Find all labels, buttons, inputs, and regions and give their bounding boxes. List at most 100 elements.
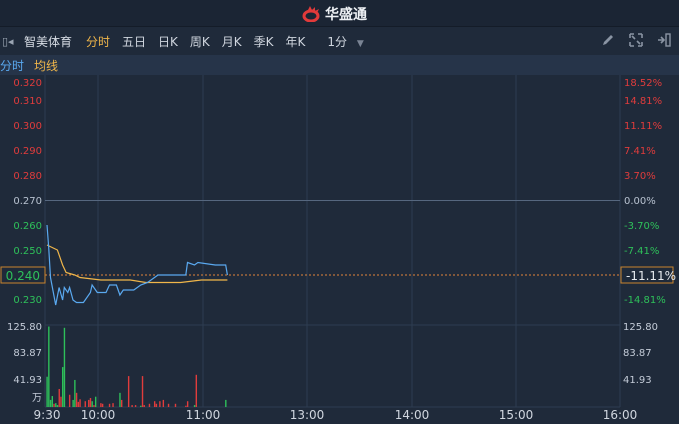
- volume-bar: [88, 399, 90, 407]
- volume-bar: [119, 392, 121, 407]
- tab-daily-k[interactable]: 日K: [158, 35, 178, 49]
- volume-bar: [46, 376, 48, 407]
- price-tick-label: 0.280: [13, 171, 42, 182]
- fullscreen-icon[interactable]: [629, 33, 643, 47]
- volume-bar: [143, 405, 145, 407]
- pct-tick-label: 0.00%: [624, 196, 656, 207]
- volume-bar: [101, 403, 104, 407]
- volume-tick-label: 83.87: [13, 348, 42, 359]
- collapse-left-icon[interactable]: ▯◂: [2, 35, 14, 48]
- pct-tick-label: 11.11%: [624, 121, 662, 132]
- volume-bar: [93, 405, 95, 407]
- volume-bar: [48, 326, 50, 407]
- volume-bar: [63, 327, 66, 407]
- price-tick-label: 0.320: [13, 78, 42, 89]
- legend-price: 分时: [0, 58, 25, 73]
- volume-bar: [167, 403, 170, 407]
- time-tick-label: 11:00: [186, 408, 221, 422]
- brand-logo-icon: [302, 6, 320, 22]
- volume-bar: [100, 403, 102, 407]
- price-tick-label: 0.260: [13, 221, 42, 232]
- volume-bar: [72, 399, 74, 407]
- time-tick-label: 10:00: [81, 408, 116, 422]
- volume-bar: [155, 403, 158, 407]
- pct-tick-label: 7.41%: [624, 146, 656, 157]
- title-bar: 华盛通: [0, 0, 679, 27]
- volume-bar: [141, 376, 144, 407]
- price-line: [46, 224, 228, 306]
- intraday-chart: 0.320 18.52% 0.310 14.81% 0.300 11.11% 0.290 7.…: [0, 75, 676, 422]
- time-tick-label: 9:30: [34, 408, 61, 422]
- tab-intraday[interactable]: 分时: [86, 35, 111, 49]
- pct-tick-label: 18.52%: [624, 78, 662, 89]
- current-price-label: 0.240: [6, 269, 40, 283]
- pct-tick-label: -3.70%: [624, 221, 659, 232]
- volume-bar: [193, 405, 196, 407]
- pencil-icon[interactable]: [601, 33, 615, 47]
- volume-bar: [131, 405, 133, 407]
- tab-weekly-k[interactable]: 周K: [189, 35, 210, 49]
- price-tick-label: 0.250: [13, 246, 42, 257]
- stock-name: 智美体育: [24, 35, 73, 49]
- volume-tick-label-right: 83.87: [623, 348, 652, 359]
- volume-bar: [140, 405, 142, 407]
- volume-bar: [112, 403, 114, 407]
- collapse-panel-icon[interactable]: [657, 33, 671, 47]
- volume-bar: [79, 399, 81, 407]
- interval-select[interactable]: 1分 ▼: [327, 33, 363, 50]
- volume-bar: [77, 401, 80, 407]
- avg-line: [46, 244, 228, 284]
- volume-bar: [186, 401, 189, 407]
- volume-bar: [108, 403, 111, 407]
- volume-bar: [148, 403, 151, 407]
- tab-monthly-k[interactable]: 月K: [221, 35, 242, 49]
- volume-bar: [62, 367, 64, 407]
- price-tick-label: 0.270: [13, 196, 42, 207]
- volume-unit-label: 万: [32, 393, 42, 404]
- volume-bar: [153, 401, 156, 407]
- legend-avg: 均线: [34, 58, 59, 73]
- volume-bar: [94, 396, 97, 407]
- pct-tick-label: 14.81%: [624, 96, 662, 107]
- interval-value: 1分: [327, 35, 348, 49]
- volume-bar: [84, 401, 86, 407]
- pct-tick-label: -7.41%: [624, 246, 659, 257]
- price-tick-label: 0.310: [13, 96, 42, 107]
- time-tick-label: 16:00: [603, 408, 638, 422]
- chevron-down-icon: ▼: [356, 39, 364, 49]
- volume-tick-label: 41.93: [13, 375, 42, 386]
- tab-yearly-k[interactable]: 年K: [285, 35, 306, 49]
- volume-bar: [185, 405, 187, 407]
- volume-bar: [55, 403, 57, 407]
- volume-bar: [225, 399, 227, 407]
- time-tick-label: 14:00: [395, 408, 430, 422]
- tab-quarterly-k[interactable]: 季K: [253, 35, 274, 49]
- volume-bar: [121, 399, 123, 407]
- volume-bar: [49, 399, 52, 407]
- brand-name: 华盛通: [325, 7, 367, 23]
- volume-bar: [53, 403, 55, 407]
- current-price-box: [0, 266, 46, 284]
- pct-tick-label: 3.70%: [624, 171, 656, 182]
- chart-legend: 分时 均线: [0, 55, 679, 75]
- volume-bar: [58, 388, 60, 407]
- price-tick-label: 0.290: [13, 146, 42, 157]
- volume-bar: [159, 401, 161, 407]
- volume-tick-label: 125.80: [7, 322, 42, 333]
- volume-bar: [75, 392, 78, 407]
- pct-tick-label: -14.81%: [624, 295, 666, 306]
- volume-bar: [195, 374, 198, 407]
- price-tick-label: 0.300: [13, 121, 42, 132]
- volume-bar: [89, 397, 92, 407]
- volume-bar: [68, 394, 71, 407]
- current-change-label: -11.11%: [626, 269, 676, 283]
- time-tick-label: 15:00: [499, 408, 534, 422]
- volume-tick-label-right: 41.93: [623, 375, 652, 386]
- volume-bar: [74, 379, 76, 407]
- tab-five-day[interactable]: 五日: [122, 35, 147, 49]
- volume-bar: [134, 405, 137, 407]
- brand-logo: 华盛通: [302, 4, 367, 24]
- volume-bar: [91, 401, 93, 407]
- volume-tick-label-right: 125.80: [623, 322, 658, 333]
- toolbar: ▯◂ 智美体育 分时 五日 日K 周K 月K 季K 年K 1分 ▼: [0, 28, 679, 55]
